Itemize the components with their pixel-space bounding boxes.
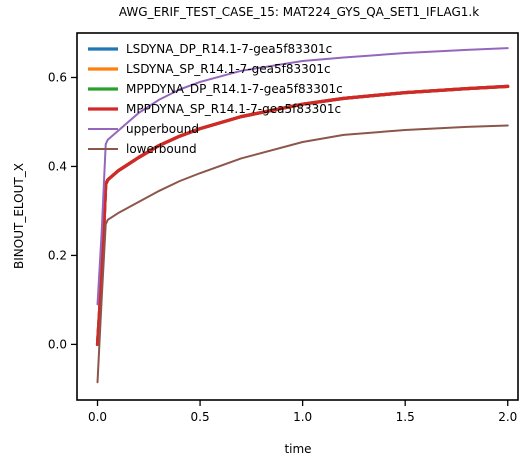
legend-label: lowerbound — [126, 142, 197, 156]
series-line — [96, 47, 509, 306]
x-tick-label: 0.5 — [191, 410, 210, 424]
legend-label: LSDYNA_SP_R14.1-7-gea5f83301c — [126, 62, 331, 76]
x-tick-label: 0.0 — [88, 410, 107, 424]
y-tick-label: 0.0 — [48, 337, 67, 351]
series-line — [95, 84, 510, 346]
y-axis-title: BINOUT_ELOUT_X — [12, 163, 26, 269]
x-axis-title: time — [284, 442, 311, 456]
y-axis-ticks: 0.0 0.2 0.4 0.6 — [48, 70, 77, 351]
x-tick-label: 1.5 — [396, 410, 415, 424]
x-tick-label: 2.0 — [498, 410, 517, 424]
y-tick-label: 0.6 — [48, 70, 67, 84]
y-tick-label: 0.4 — [48, 159, 67, 173]
legend-label: MPPDYNA_DP_R14.1-7-gea5f83301c — [126, 82, 343, 96]
legend: LSDYNA_DP_R14.1-7-gea5f83301c LSDYNA_SP_R… — [88, 42, 343, 156]
series-layer — [95, 47, 510, 384]
y-tick-label: 0.2 — [48, 248, 67, 262]
plot-area — [76, 32, 519, 401]
axes-frame — [76, 32, 519, 401]
x-tick-label: 1.0 — [293, 410, 312, 424]
legend-label: upperbound — [126, 122, 199, 136]
series-line — [96, 124, 509, 384]
chart-title: AWG_ERIF_TEST_CASE_15: MAT224_GYS_QA_SET… — [119, 5, 479, 19]
legend-label: LSDYNA_DP_R14.1-7-gea5f83301c — [126, 42, 332, 56]
legend-label: MPPDYNA_SP_R14.1-7-gea5f83301c — [126, 102, 341, 116]
x-axis-ticks: 0.0 0.5 1.0 1.5 2.0 — [88, 400, 517, 424]
